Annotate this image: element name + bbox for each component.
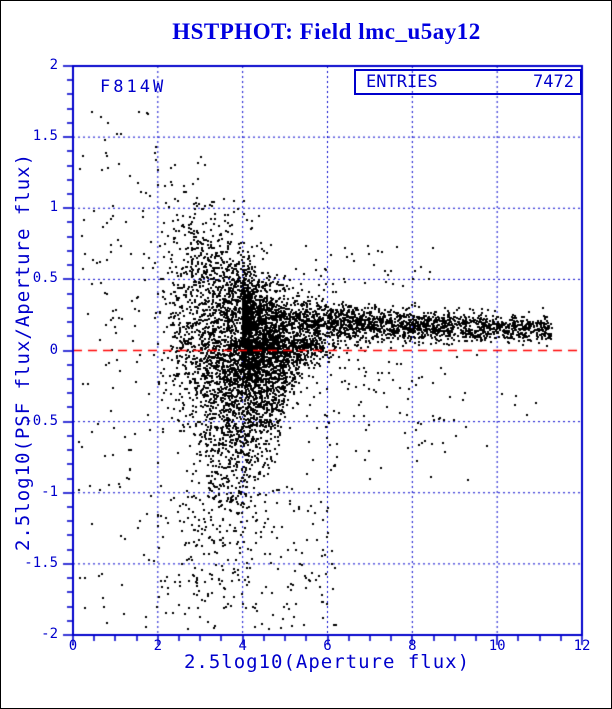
y-tick-label: -1 <box>41 483 58 500</box>
page-title: HSTPHOT: Field lmc_u5ay12 <box>172 19 481 44</box>
entries-value: 7472 <box>533 72 574 92</box>
x-axis-label: 2.5log10(Aperture flux) <box>183 651 471 673</box>
x-tick-label: 0 <box>68 638 78 654</box>
x-tick-label: 2 <box>153 638 163 654</box>
y-tick-label: 2 <box>49 57 58 73</box>
x-tick-label: 12 <box>573 638 591 654</box>
x-tick-label: 10 <box>488 638 506 654</box>
y-tick-label: 1 <box>49 199 58 216</box>
x-tick-label: 6 <box>323 638 332 654</box>
y-tick-label: 0.5 <box>32 270 58 287</box>
y-tick-label: -0.5 <box>24 412 58 429</box>
entries-box: ENTRIES 7472 <box>354 69 582 95</box>
entries-label: ENTRIES <box>366 72 438 92</box>
x-tick-label: 8 <box>408 638 417 654</box>
y-tick-label: -2 <box>41 626 58 642</box>
y-tick-label: 1.5 <box>32 128 58 145</box>
y-tick-label: -1.5 <box>24 554 58 571</box>
filter-name-label: F814W <box>100 77 167 97</box>
x-tick-label: 4 <box>238 638 247 654</box>
y-tick-label: 0 <box>49 341 58 358</box>
